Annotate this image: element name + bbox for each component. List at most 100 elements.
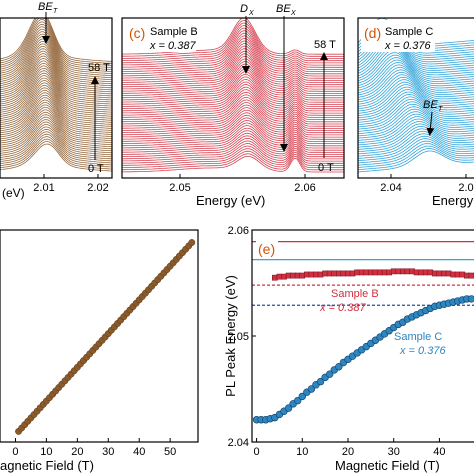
sample-name: Sample B	[150, 26, 198, 38]
waterfall-traces	[122, 18, 344, 173]
spectrum-trace	[0, 87, 112, 125]
spectrum-trace	[122, 84, 344, 112]
sample-composition: x = 0.376	[384, 40, 431, 52]
spectrum-trace	[122, 112, 344, 136]
x-tick-label: 30	[388, 446, 400, 458]
spectrum-trace	[358, 111, 474, 137]
spectrum-trace	[358, 57, 474, 86]
panel-c-sample-b: 2.05 2.06 Energy (eV) (c) Sample B x = 0.…	[121, 3, 345, 208]
peak-annotation: BE T	[38, 1, 58, 44]
x-tick-label: 40	[133, 446, 145, 458]
panel-left-waterfall: 2.01 2.02 (eV) BE T 58 T 0 T	[0, 1, 113, 200]
spectrum-trace	[122, 127, 344, 149]
spectrum-trace	[0, 126, 112, 158]
peak-arrow	[426, 111, 435, 136]
spectrum-trace	[358, 103, 474, 130]
x-tick-label: 20	[342, 446, 354, 458]
scatter-points	[15, 239, 196, 435]
spectrum-trace	[358, 145, 474, 168]
spectrum-trace	[0, 116, 112, 150]
spectrum-trace	[0, 53, 112, 97]
x-tick-label: 2.06	[294, 182, 315, 194]
panel-d-sample-c: 2.04 2.0 Energy (d) Sample C x = 0.376 BE…	[357, 17, 474, 208]
field-bottom-label: 0 T	[88, 163, 104, 175]
x-tick-label: 30	[102, 446, 114, 458]
spectrum-trace	[122, 122, 344, 144]
spectrum-trace	[122, 125, 344, 147]
spectrum-trace	[358, 54, 474, 84]
legend-sample-b-composition: x = 0.387	[319, 302, 366, 314]
spectrum-trace	[122, 45, 344, 79]
spectrum-trace	[122, 61, 344, 92]
spectrum-trace	[0, 94, 112, 131]
y-axis-ticks: 2.04 2.05 2.06	[228, 225, 256, 449]
x-tick-label: 10	[296, 446, 308, 458]
spectrum-trace	[122, 130, 344, 151]
spectrum-trace	[358, 89, 474, 116]
peak-label: BE	[423, 99, 438, 111]
spectrum-trace	[358, 135, 474, 159]
spectrum-trace	[0, 138, 112, 168]
spectrum-trace	[358, 121, 474, 146]
sample-composition: x = 0.387	[149, 40, 196, 52]
spectrum-trace	[358, 148, 474, 171]
x-tick-label: 20	[71, 446, 83, 458]
spectrum-trace	[358, 113, 474, 139]
spectrum-trace	[122, 48, 344, 81]
x-tick-label: 10	[40, 446, 52, 458]
spectrum-trace	[122, 91, 344, 118]
spectrum-trace	[0, 21, 112, 70]
spectrum-trace	[122, 107, 344, 131]
spectrum-trace	[0, 50, 112, 95]
x-axis-label: Magnetic Field (T)	[335, 458, 440, 473]
panel-label: (c)	[129, 25, 145, 41]
spectrum-trace	[122, 27, 344, 64]
spectrum-trace	[122, 40, 344, 75]
spectrum-trace	[122, 86, 344, 114]
spectrum-trace	[122, 148, 344, 166]
spectrum-trace	[0, 23, 112, 72]
waterfall-traces	[358, 18, 474, 173]
peak-annotation: BE T	[423, 99, 443, 136]
legend-sample-c-name: Sample C	[394, 331, 442, 343]
spectrum-trace	[0, 89, 112, 127]
spectrum-trace	[0, 114, 112, 148]
spectrum-trace	[122, 99, 344, 125]
peak-label-subscript: X	[248, 10, 254, 17]
spectrum-trace	[0, 18, 112, 66]
x-tick-label: 0	[254, 446, 260, 458]
spectrum-trace	[0, 136, 112, 166]
spectrum-trace	[122, 19, 344, 57]
spectrum-trace	[122, 143, 344, 162]
panel-e-peak-energy: 0 10 20 30 40 2.04 2.05 2.06 (e) Sample B x = …	[223, 225, 474, 473]
sample-name: Sample C	[385, 26, 433, 38]
panel-label: (e)	[258, 241, 275, 257]
spectrum-trace	[122, 114, 344, 138]
spectrum-trace	[358, 52, 474, 82]
data-point	[326, 370, 334, 378]
spectrum-trace	[0, 60, 112, 103]
x-tick-label: 2.04	[380, 182, 401, 194]
spectrum-trace	[0, 41, 112, 87]
spectrum-trace	[122, 81, 344, 110]
spectrum-trace	[0, 92, 112, 129]
spectrum-trace	[122, 71, 344, 101]
spectrum-trace	[0, 77, 112, 117]
spectrum-trace	[122, 76, 344, 105]
peak-label-subscript: T	[53, 8, 58, 15]
spectrum-trace	[358, 123, 474, 148]
spectrum-trace	[122, 53, 344, 86]
x-axis-ticks: 2.01 2.02	[33, 174, 109, 194]
data-point	[467, 295, 474, 303]
spectrum-trace	[0, 80, 112, 119]
spectrum-trace	[358, 150, 474, 173]
spectrum-trace	[358, 44, 474, 74]
spectrum-trace	[122, 101, 344, 127]
peak-label: BE	[276, 3, 291, 15]
spectrum-trace	[0, 45, 112, 91]
spectrum-trace	[0, 18, 112, 64]
spectrum-trace	[0, 55, 112, 99]
spectrum-trace	[358, 84, 474, 112]
x-axis-label: Energy (eV)	[196, 193, 265, 208]
spectrum-trace	[122, 18, 344, 55]
